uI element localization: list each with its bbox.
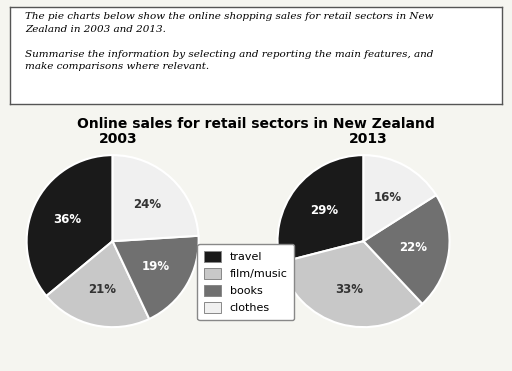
Text: Online sales for retail sectors in New Zealand: Online sales for retail sectors in New Z… [77, 117, 435, 131]
Text: 22%: 22% [399, 241, 427, 254]
Text: 36%: 36% [53, 213, 81, 226]
Text: 19%: 19% [141, 260, 169, 273]
Wedge shape [113, 236, 199, 319]
Text: 24%: 24% [133, 198, 161, 211]
Text: 16%: 16% [373, 191, 401, 204]
Wedge shape [47, 241, 150, 327]
Text: The pie charts below show the online shopping sales for retail sectors in New
Ze: The pie charts below show the online sho… [25, 12, 434, 71]
Text: 29%: 29% [310, 204, 338, 217]
Text: 21%: 21% [88, 283, 116, 296]
Text: 2003: 2003 [98, 132, 137, 146]
Text: 2013: 2013 [349, 132, 388, 146]
Wedge shape [364, 155, 436, 241]
Legend: travel, film/music, books, clothes: travel, film/music, books, clothes [198, 244, 294, 320]
Wedge shape [280, 241, 422, 327]
Wedge shape [113, 155, 199, 241]
Wedge shape [364, 195, 450, 304]
Text: 33%: 33% [335, 283, 364, 296]
Wedge shape [27, 155, 113, 296]
Wedge shape [278, 155, 364, 263]
